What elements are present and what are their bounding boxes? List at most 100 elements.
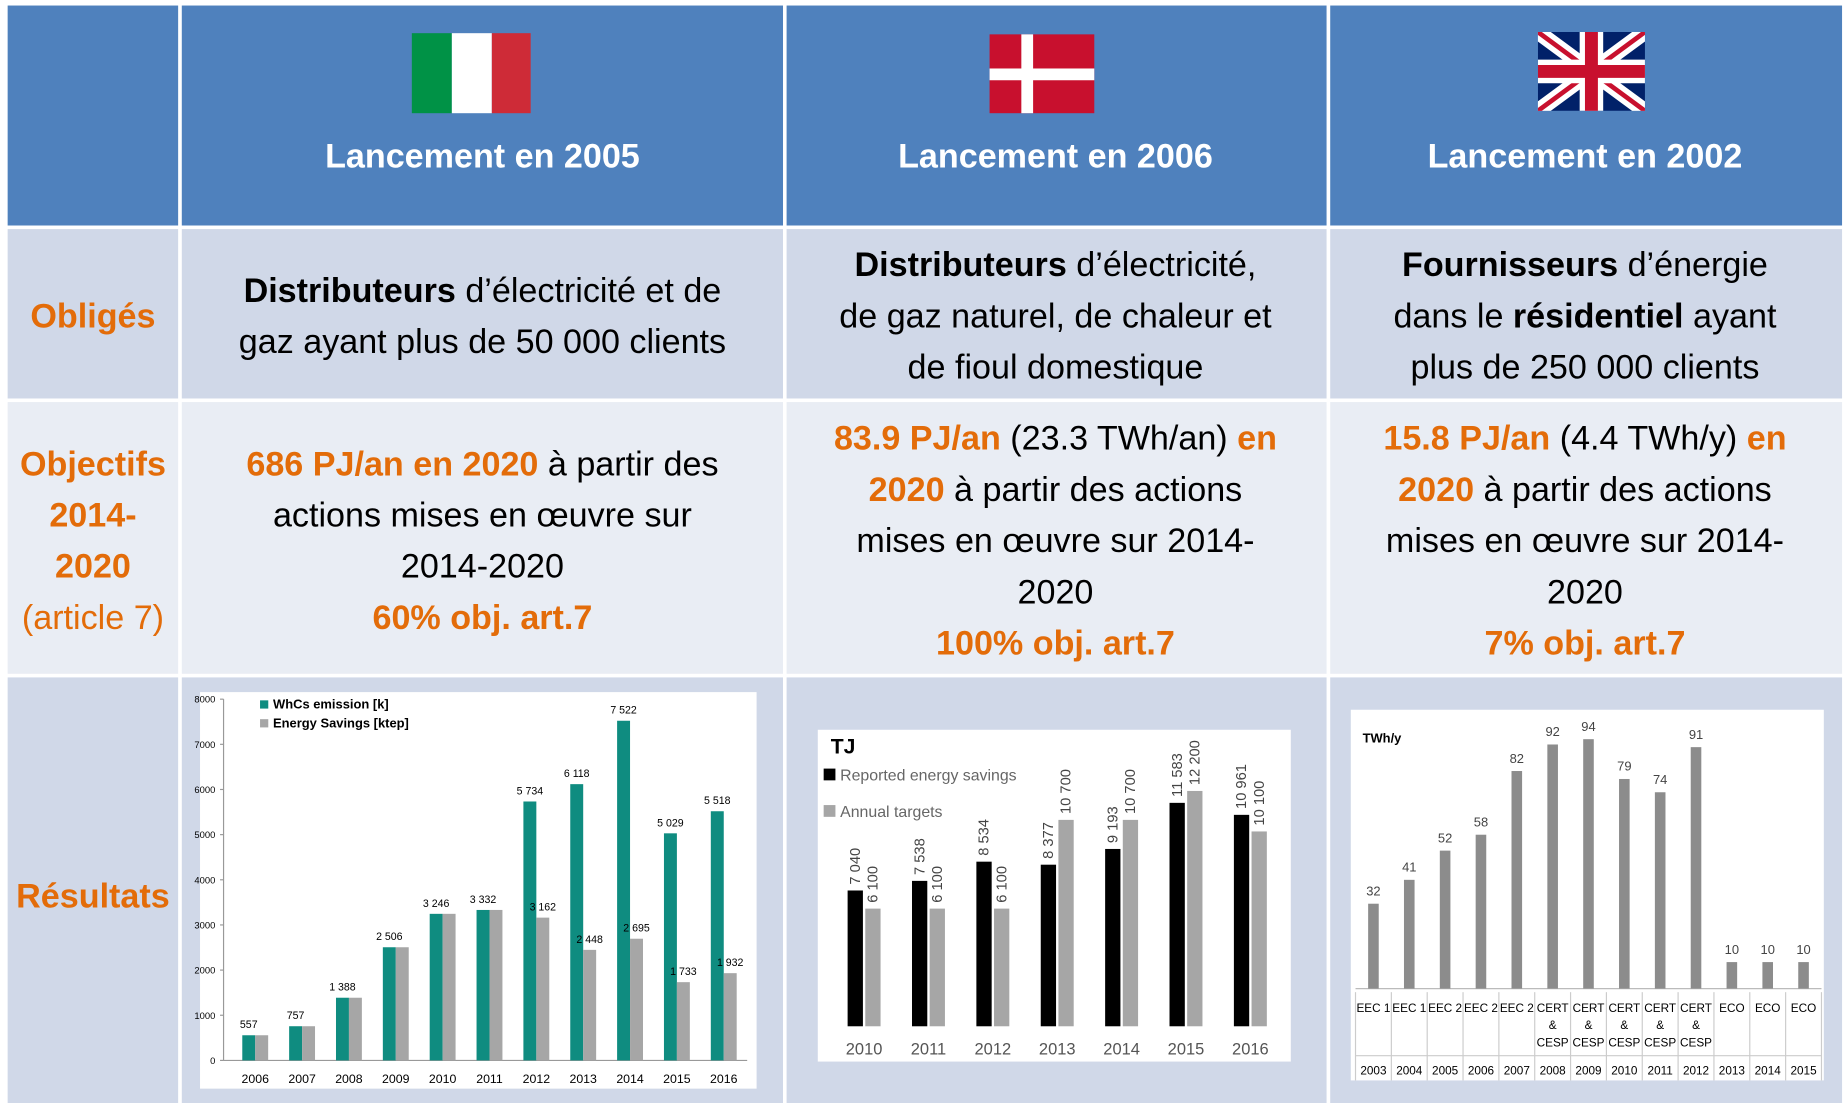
bar <box>348 997 362 1061</box>
text-line: 2014-2020 <box>401 548 564 586</box>
data-label: 1 733 <box>670 966 697 978</box>
bar <box>1762 962 1773 989</box>
bar <box>523 801 537 1061</box>
data-label: 5 734 <box>517 785 544 797</box>
x-tick-label: 2011 <box>911 1041 946 1059</box>
bar <box>1187 790 1203 1027</box>
data-label: 8 534 <box>977 819 993 856</box>
table-cell <box>4 2 182 230</box>
flag-uk <box>1537 32 1645 111</box>
bar <box>255 1035 269 1061</box>
bar <box>1475 834 1487 989</box>
data-label: 6 100 <box>994 866 1010 903</box>
bar <box>242 1035 256 1061</box>
y-tick-label: 3000 <box>194 919 215 930</box>
text-line: mises en œuvre sur 2014- <box>1386 522 1784 560</box>
x-tick-label: CESP <box>1608 1036 1640 1049</box>
text-run: 7% obj. art.7 <box>1484 624 1685 662</box>
data-label: 92 <box>1545 724 1559 739</box>
x-tick-label: 2015 <box>1168 1041 1205 1059</box>
text-run: Objectifs <box>20 445 166 483</box>
bar <box>289 1026 303 1061</box>
bar <box>395 947 409 1061</box>
bar <box>570 784 584 1061</box>
bar <box>536 917 550 1061</box>
text-run: 2020 <box>1398 471 1474 509</box>
data-label: 1 932 <box>717 957 744 969</box>
data-label: 5 518 <box>704 795 731 807</box>
bar <box>630 938 643 1061</box>
x-tick-label: 2013 <box>1039 1041 1076 1059</box>
bar <box>1654 792 1666 989</box>
x-tick-label: CERT <box>1537 1002 1569 1015</box>
chart-title: TWh/y <box>1363 731 1403 746</box>
bar <box>1547 744 1558 989</box>
bar <box>382 947 396 1061</box>
text-line: 2020 <box>1547 573 1623 611</box>
x-tick-label: 2012 <box>523 1072 551 1086</box>
data-label: 8 377 <box>1041 822 1057 859</box>
x-tick-label: CERT <box>1644 1002 1676 1015</box>
text-run: actions mises en œuvre sur <box>273 496 692 534</box>
x-tick-label: CESP <box>1572 1036 1604 1049</box>
bar <box>583 949 597 1061</box>
text-run: de fioul domestique <box>908 349 1204 387</box>
x-tick-label: 2009 <box>1575 1065 1601 1078</box>
table-cell <box>4 673 182 1103</box>
legend-label: Annual targets <box>840 804 942 821</box>
bar <box>617 720 631 1061</box>
text-run: Distributeurs <box>855 246 1067 284</box>
data-label: 3 246 <box>423 898 450 910</box>
legend-swatch <box>260 700 269 709</box>
bar <box>489 909 503 1061</box>
text-run: 15.8 PJ/an <box>1383 420 1550 458</box>
bar <box>911 880 928 1027</box>
x-tick-label: CESP <box>1644 1036 1676 1049</box>
x-tick-label: 2015 <box>663 1072 691 1086</box>
x-tick-label: & <box>1692 1019 1700 1032</box>
data-label: 2 506 <box>376 931 403 943</box>
text-line: de gaz naturel, de chaleur et <box>839 297 1272 335</box>
text-run: Distributeurs <box>244 272 456 310</box>
y-tick-label: 5000 <box>194 829 215 840</box>
x-tick-label: 2005 <box>1432 1065 1459 1078</box>
text-line: Distributeurs d’électricité, <box>855 246 1257 284</box>
text-line: 2014- <box>49 496 136 534</box>
data-label: 91 <box>1689 727 1703 742</box>
x-tick-label: & <box>1656 1019 1664 1032</box>
x-tick-label: CERT <box>1573 1002 1605 1015</box>
text-line: 15.8 PJ/an (4.4 TWh/y) en <box>1383 420 1786 458</box>
bar <box>1726 962 1738 989</box>
text-run: 2020 <box>869 471 945 509</box>
x-tick-label: CERT <box>1680 1002 1712 1015</box>
text-line: dans le résidentiel ayant <box>1393 297 1777 335</box>
text-run: ayant <box>1684 297 1777 335</box>
bar <box>1690 747 1702 989</box>
text-line: Distributeurs d’électricité et de <box>244 272 722 310</box>
bar <box>676 982 690 1061</box>
bar <box>1169 802 1185 1027</box>
table-cell <box>178 225 787 403</box>
bar <box>710 811 724 1061</box>
bar <box>429 913 443 1061</box>
x-tick-label: 2008 <box>1540 1065 1567 1078</box>
data-label: 7 040 <box>848 848 864 885</box>
data-label: 9 193 <box>1105 806 1121 843</box>
text-run: dans le <box>1393 297 1512 335</box>
x-tick-label: 2012 <box>1683 1065 1709 1078</box>
x-tick-label: 2014 <box>616 1072 644 1086</box>
bar <box>1511 771 1523 989</box>
x-tick-label: 2013 <box>569 1072 597 1086</box>
x-tick-label: ECO <box>1791 1002 1816 1015</box>
bar <box>723 973 737 1061</box>
text-run: (23.3 TWh/an) <box>1001 420 1237 458</box>
bar <box>1798 962 1809 989</box>
x-tick-label: & <box>1585 1019 1593 1032</box>
x-tick-label: EEC 2 <box>1464 1002 1498 1015</box>
x-tick-label: CERT <box>1608 1002 1640 1015</box>
data-label: 58 <box>1474 814 1488 829</box>
text-run: résidentiel <box>1513 297 1684 335</box>
data-label: 74 <box>1653 772 1667 787</box>
text-line: 686 PJ/an en 2020 à partir des <box>246 445 718 483</box>
text-line: plus de 250 000 clients <box>1410 349 1759 387</box>
